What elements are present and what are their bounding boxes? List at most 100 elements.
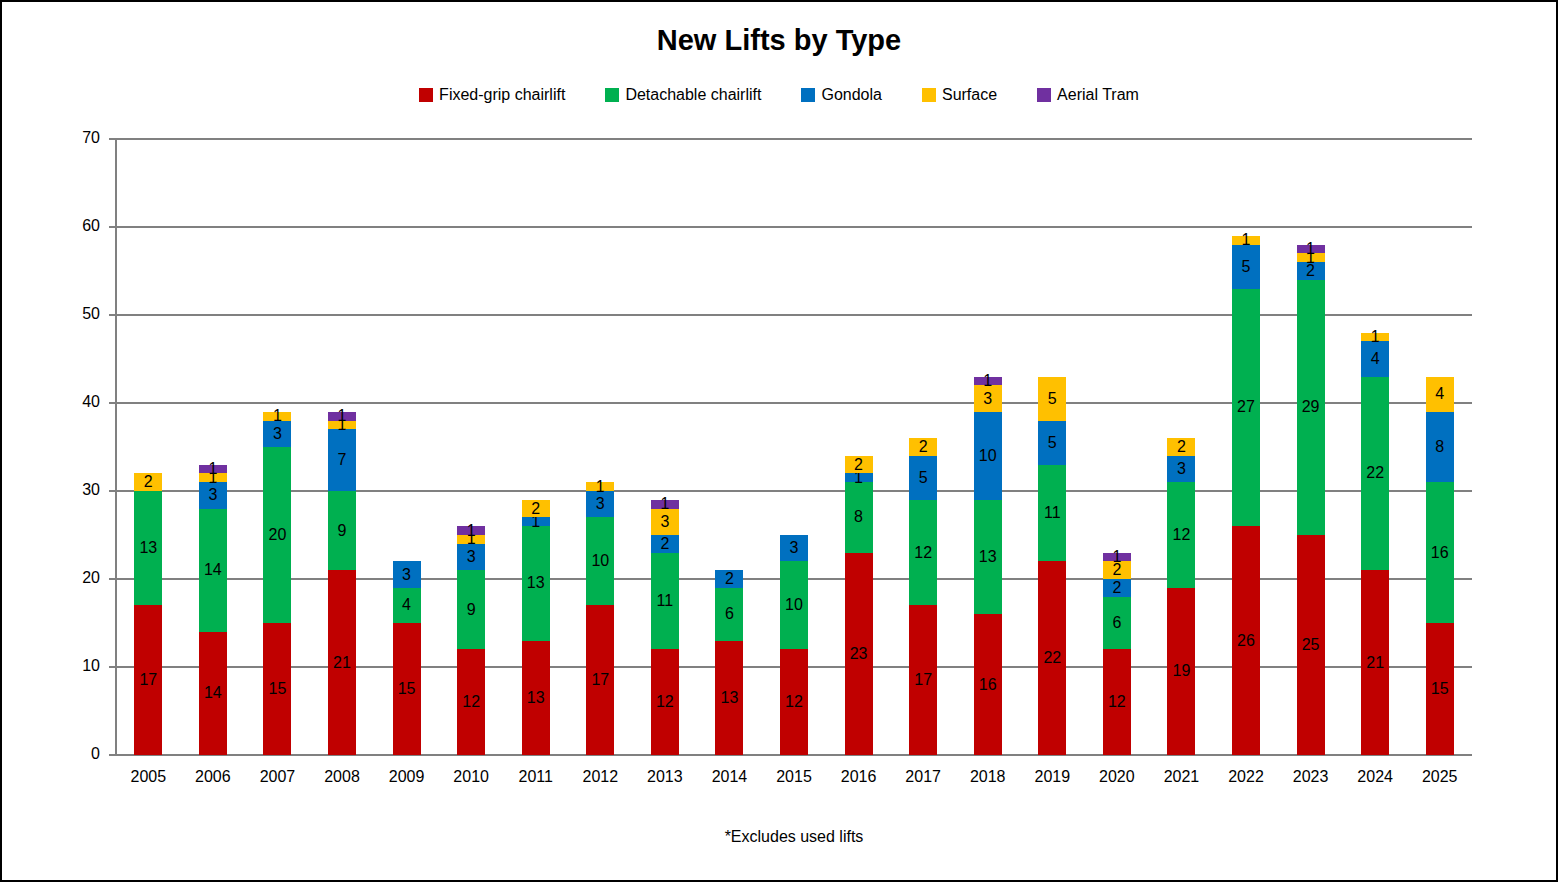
bar-segment-value: 20 [269,527,287,543]
bar-segment-value: 17 [591,672,609,688]
bar-segment-value: 6 [725,606,734,622]
x-axis-tick-label: 2015 [762,768,827,786]
bar-segment-value: 14 [204,685,222,701]
footnote: *Excludes used lifts [116,828,1472,846]
bar-segment-value: 16 [1431,545,1449,561]
bar-segment-value: 2 [144,474,153,490]
bar-segment-value: 2 [1112,580,1121,596]
bar-segment-value: 3 [983,391,992,407]
bar-segment: 6 [715,588,743,641]
x-axis-tick-label: 2013 [633,768,698,786]
bar-segment: 17 [586,605,614,755]
bar-segment-value: 13 [527,575,545,591]
y-axis-tick-label: 10 [42,657,100,675]
bar-segment: 15 [263,623,291,755]
bar-segment: 10 [586,517,614,605]
bar-segment-value: 2 [854,457,863,473]
bar-segment-value: 2 [660,536,669,552]
x-axis-tick-label: 2018 [955,768,1020,786]
legend-label: Surface [942,86,997,104]
bar-segment-value: 13 [979,549,997,565]
legend-swatch [1037,88,1051,102]
bar-segment: 21 [328,570,356,755]
bar-segment: 10 [974,412,1002,500]
bar-segment-value: 19 [1173,663,1191,679]
bar-segment: 14 [199,509,227,632]
bar-segment-value: 2 [1177,439,1186,455]
bar-segment: 4 [1361,341,1389,376]
bar-segment-value: 12 [1173,527,1191,543]
bar-segment-value: 7 [338,452,347,468]
bar-segment-value: 12 [462,694,480,710]
bar-segment-value: 8 [1435,439,1444,455]
bar-segment: 2 [909,438,937,456]
bar-segment: 1 [328,412,356,421]
y-axis-tick-label: 60 [42,217,100,235]
bar-segment: 3 [780,535,808,561]
gridline [109,226,1472,228]
legend-label: Gondola [821,86,882,104]
bar-segment-value: 25 [1302,637,1320,653]
bar-segment: 4 [1426,377,1454,412]
bar-segment-value: 14 [204,562,222,578]
bar-segment: 22 [1038,561,1066,755]
bar-segment: 12 [651,649,679,755]
chart-frame: New Lifts by Type Fixed-grip chairliftDe… [0,0,1558,882]
bar-segment-value: 12 [785,694,803,710]
bar-segment: 3 [457,544,485,570]
bar-segment: 2 [715,570,743,588]
bar-segment-value: 29 [1302,399,1320,415]
bar-segment-value: 4 [1435,386,1444,402]
y-axis-tick-label: 50 [42,305,100,323]
bar-segment-value: 4 [1371,351,1380,367]
bar-segment-value: 15 [1431,681,1449,697]
x-axis-tick-label: 2021 [1149,768,1214,786]
bar-segment: 3 [393,561,421,587]
x-axis-tick-label: 2006 [181,768,246,786]
bar-segment-value: 10 [979,448,997,464]
bar-segment: 1 [522,517,550,526]
bar-segment-value: 13 [527,690,545,706]
bar-segment-value: 4 [402,597,411,613]
bar-segment: 2 [1103,579,1131,597]
x-axis-tick-label: 2017 [891,768,956,786]
bar-segment-value: 21 [333,655,351,671]
bar-segment: 5 [909,456,937,500]
bar-segment: 3 [586,491,614,517]
y-axis-tick-label: 0 [42,745,100,763]
bar-segment: 10 [780,561,808,649]
bar-segment-value: 27 [1237,399,1255,415]
bar-segment: 3 [1167,456,1195,482]
legend-item: Detachable chairlift [605,86,761,104]
bar-segment: 5 [1038,421,1066,465]
bar-segment-value: 22 [1043,650,1061,666]
bar-segment: 16 [974,614,1002,755]
x-axis-tick-label: 2016 [826,768,891,786]
bar-segment-value: 17 [914,672,932,688]
bar-segment-value: 1 [467,523,476,539]
legend-item: Aerial Tram [1037,86,1139,104]
bar-segment: 15 [1426,623,1454,755]
legend-swatch [801,88,815,102]
bar-segment: 1 [1232,236,1260,245]
bar-segment-value: 2 [919,439,928,455]
bar-segment: 13 [134,491,162,605]
y-axis-tick-label: 20 [42,569,100,587]
bar-segment: 2 [522,500,550,518]
x-axis-tick-label: 2011 [503,768,568,786]
bar-segment-value: 12 [1108,694,1126,710]
legend-item: Fixed-grip chairlift [419,86,565,104]
bar-segment: 3 [974,385,1002,411]
bar-segment-value: 3 [660,514,669,530]
x-axis-tick-label: 2007 [245,768,310,786]
bar-segment: 3 [199,482,227,508]
legend-label: Aerial Tram [1057,86,1139,104]
legend-swatch [419,88,433,102]
bar-segment-value: 11 [1044,505,1061,521]
bar-segment-value: 1 [596,479,605,495]
bar-segment-value: 1 [1112,549,1121,565]
bar-segment: 25 [1297,535,1325,755]
x-axis-tick-label: 2022 [1214,768,1279,786]
bar-segment-value: 3 [596,496,605,512]
gridline [109,402,1472,404]
